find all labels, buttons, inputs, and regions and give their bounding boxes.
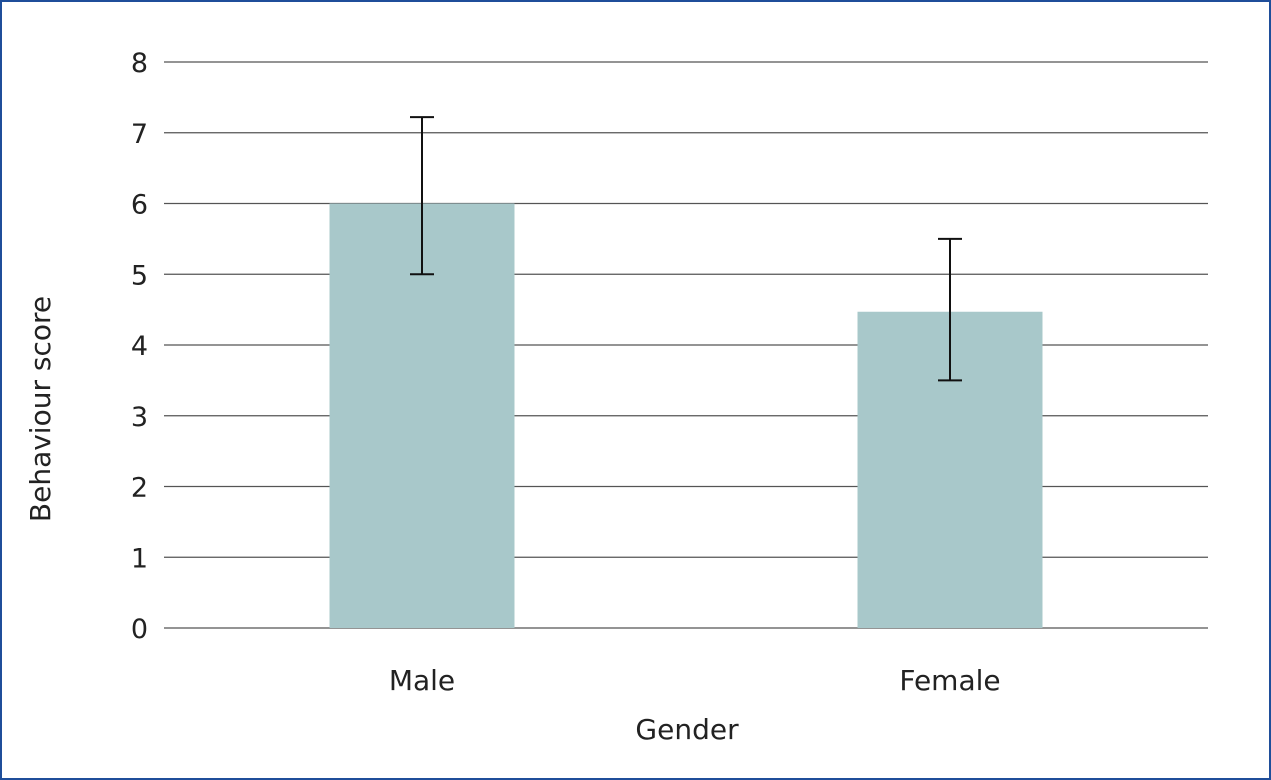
x-category-labels: Male Female	[389, 664, 1001, 697]
error-bars	[410, 116, 962, 382]
y-tick-label: 3	[131, 402, 148, 433]
error-bar-male	[410, 116, 434, 276]
y-tick-label: 4	[131, 331, 148, 362]
y-tick-label: 7	[131, 119, 148, 150]
y-tick-label: 8	[131, 48, 148, 79]
x-axis-label: Gender	[635, 713, 739, 746]
y-tick-label: 5	[131, 260, 148, 291]
y-tick-labels: 0 1 2 3 4 5 6 7 8	[131, 48, 148, 645]
x-category-label: Female	[899, 664, 1000, 697]
x-category-label: Male	[389, 664, 455, 697]
gridlines	[164, 61, 1208, 629]
y-tick-label: 1	[131, 543, 148, 574]
error-bar-female	[938, 237, 962, 382]
y-tick-label: 0	[131, 614, 148, 645]
y-tick-label: 6	[131, 190, 148, 221]
y-axis-label: Behaviour score	[24, 296, 57, 522]
y-tick-label: 2	[131, 473, 148, 504]
